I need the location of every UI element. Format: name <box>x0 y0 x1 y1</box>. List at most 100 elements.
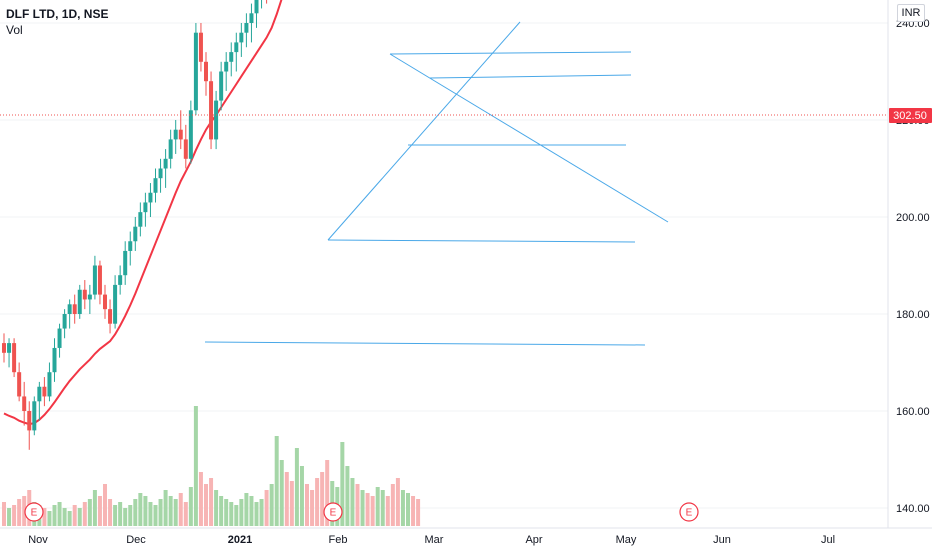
volume-bar <box>214 490 219 526</box>
candle-body <box>2 343 6 353</box>
volume-bar <box>103 484 107 526</box>
volume-bar <box>12 505 17 526</box>
volume-bar <box>234 505 239 526</box>
volume-bar <box>305 484 309 526</box>
volume-bar <box>168 496 173 526</box>
level-line-1 <box>389 51 632 55</box>
volume-bar <box>22 496 27 526</box>
volume-bar <box>133 499 138 526</box>
volume-bar <box>138 493 143 526</box>
y-tick-label: 180.00 <box>896 309 930 321</box>
y-tick-label: 200.00 <box>896 212 930 224</box>
candle-body <box>224 61 229 72</box>
volume-bar <box>209 478 214 526</box>
volume-bar <box>2 502 6 526</box>
volume-bar <box>365 493 370 526</box>
candle-body <box>249 13 254 23</box>
earnings-marker[interactable]: E <box>323 502 343 522</box>
candle-body <box>27 411 32 431</box>
candle-body <box>244 23 249 33</box>
earnings-marker-circle <box>323 502 343 522</box>
candle-body <box>193 32 198 111</box>
volume-bar <box>239 499 244 526</box>
volume-bar <box>264 490 269 526</box>
volume-bar <box>269 484 274 526</box>
x-tick-label: 2021 <box>228 534 252 546</box>
earnings-marker[interactable]: E <box>679 502 699 522</box>
volume-bar <box>416 499 421 526</box>
volume-bar <box>274 436 279 526</box>
candle-body <box>234 42 239 53</box>
volume-bar <box>128 505 133 526</box>
chart-legend: DLF LTD, 1D, NSE Vol <box>6 6 108 38</box>
candlesticks <box>2 0 268 450</box>
volume-bar <box>400 490 405 526</box>
x-tick-label: Jul <box>821 534 835 546</box>
volume-bar <box>158 499 163 526</box>
candle-body <box>92 265 97 295</box>
moving-average-line <box>3 0 283 426</box>
volume-bar <box>380 490 385 526</box>
candle-body <box>123 250 128 276</box>
volume-bar <box>229 502 234 526</box>
volume-bar <box>108 499 113 526</box>
volume-bar <box>52 505 57 526</box>
candle-body <box>12 343 17 373</box>
candle-body <box>7 343 12 353</box>
last-price-tag: 302.50 <box>889 108 932 123</box>
volume-bar <box>259 499 264 526</box>
candle-body <box>239 32 244 43</box>
volume-bars <box>2 406 421 526</box>
x-tick-label: May <box>616 534 637 546</box>
volume-bar <box>279 460 284 526</box>
candle-body <box>138 212 143 227</box>
candle-body <box>87 294 92 300</box>
candle-body <box>32 401 37 431</box>
volume-bar <box>153 505 158 526</box>
volume-bar <box>57 502 62 526</box>
candle-body <box>229 52 234 62</box>
candle-body <box>219 71 224 101</box>
candle-body <box>108 309 113 324</box>
candle-body <box>153 178 158 193</box>
volume-bar <box>204 484 208 526</box>
volume-bar <box>406 493 410 526</box>
currency-badge[interactable]: INR <box>897 4 925 22</box>
candle-body <box>72 304 77 314</box>
volume-bar <box>355 484 360 526</box>
candle-body <box>183 139 188 159</box>
volume-bar <box>7 508 12 526</box>
volume-bar <box>219 496 224 526</box>
volume-bar <box>244 493 249 526</box>
candle-body <box>47 372 52 397</box>
ma-line <box>3 0 283 426</box>
volume-bar <box>360 490 365 526</box>
earnings-marker-circle <box>679 502 699 522</box>
svg-text:302.50: 302.50 <box>893 110 927 122</box>
volume-bar <box>47 511 52 526</box>
volume-bar <box>87 499 92 526</box>
candle-body <box>188 110 193 159</box>
volume-bar <box>254 502 259 526</box>
candle-body <box>198 32 203 62</box>
candle-body <box>214 100 219 140</box>
candle-body <box>62 314 67 329</box>
candle-body <box>52 347 57 373</box>
volume-bar <box>289 481 294 526</box>
earnings-marker[interactable]: E <box>24 502 44 522</box>
x-tick-label: Jun <box>713 534 731 546</box>
x-tick-label: Apr <box>525 534 542 546</box>
candle-body <box>37 386 42 402</box>
trend-line-drawings[interactable] <box>204 21 669 346</box>
candle-body <box>22 396 27 411</box>
volume-bar <box>315 478 320 526</box>
candle-body <box>42 386 47 397</box>
earnings-marker-label: E <box>686 508 693 519</box>
pennant-lower-line <box>327 21 521 241</box>
volume-bar <box>62 508 67 526</box>
volume-bar <box>294 448 299 526</box>
volume-bar <box>173 499 178 526</box>
candle-body <box>57 328 62 348</box>
